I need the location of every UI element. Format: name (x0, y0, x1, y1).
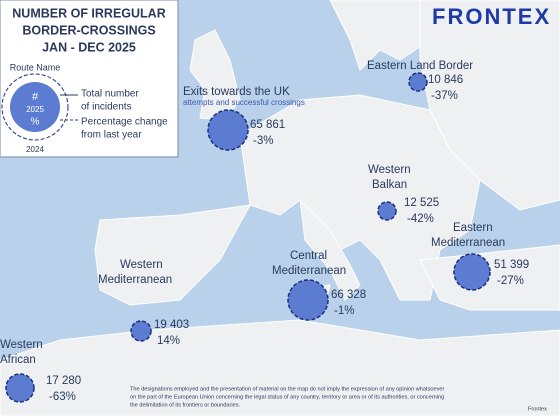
route-name: Western (0, 339, 43, 351)
route-bubble (5, 373, 35, 403)
route-bubble (377, 201, 397, 221)
route-change: 14% (157, 335, 180, 347)
legend-year: 2025 (26, 105, 44, 114)
route-name: Exits towards the UK (183, 86, 290, 98)
legend-route-name: Route Name (10, 62, 61, 72)
route-bubble (287, 279, 329, 321)
logo: FRONTEX (432, 4, 551, 29)
route-total: 12 525 (404, 197, 439, 209)
route-change: -3% (253, 135, 273, 147)
route-total: 51 399 (494, 259, 529, 271)
route-name: Mediterranean (98, 274, 172, 286)
legend-description: Total number (81, 89, 139, 100)
route-name: Central (290, 250, 327, 262)
legend-description: of incidents (81, 102, 132, 113)
route-change: -1% (334, 305, 354, 317)
route-name: Eastern (453, 222, 493, 234)
route-total: 66 328 (331, 289, 366, 301)
route-change: -37% (431, 90, 458, 102)
credit: Frontex (528, 406, 547, 412)
route-change: -27% (497, 275, 524, 287)
legend-ring (1, 73, 69, 141)
legend-number: # (32, 91, 39, 103)
route-name: Mediterranean (272, 265, 346, 277)
route-name: Balkan (372, 179, 407, 191)
title-line: NUMBER OF IRREGULAR (12, 6, 165, 20)
legend-description: from last year (81, 130, 142, 141)
legend-description: Percentage change (81, 117, 168, 128)
route-total: 65 861 (250, 119, 285, 131)
route-name: Eastern Land Border (367, 60, 473, 72)
route-name: Western (368, 164, 411, 176)
route-bubble (130, 320, 152, 342)
legend-percent: % (31, 117, 40, 128)
route-change: -42% (407, 213, 434, 225)
route-name: Western (120, 259, 163, 271)
route-total: 17 280 (46, 375, 81, 387)
route-subtitle: attempts and successful crossings (183, 98, 305, 107)
route-total: 10 846 (428, 74, 463, 86)
title-line: BORDER-CROSSINGS (22, 23, 155, 37)
route-bubble (207, 109, 249, 151)
disclaimer: The designations employed and the presen… (130, 386, 445, 392)
route-bubble (408, 72, 428, 92)
disclaimer: on the part of the European Union concer… (130, 394, 444, 400)
route-change: -63% (49, 391, 76, 403)
legend-prev-year: 2024 (26, 145, 44, 154)
route-total: 19 403 (154, 319, 189, 331)
title-line: JAN - DEC 2025 (42, 40, 136, 54)
route-name: African (0, 354, 36, 366)
route-bubble (453, 253, 491, 291)
legend-bubble (10, 82, 60, 132)
disclaimer: the delimitation of its frontiers or bou… (130, 402, 241, 408)
route-name: Mediterranean (431, 237, 505, 249)
